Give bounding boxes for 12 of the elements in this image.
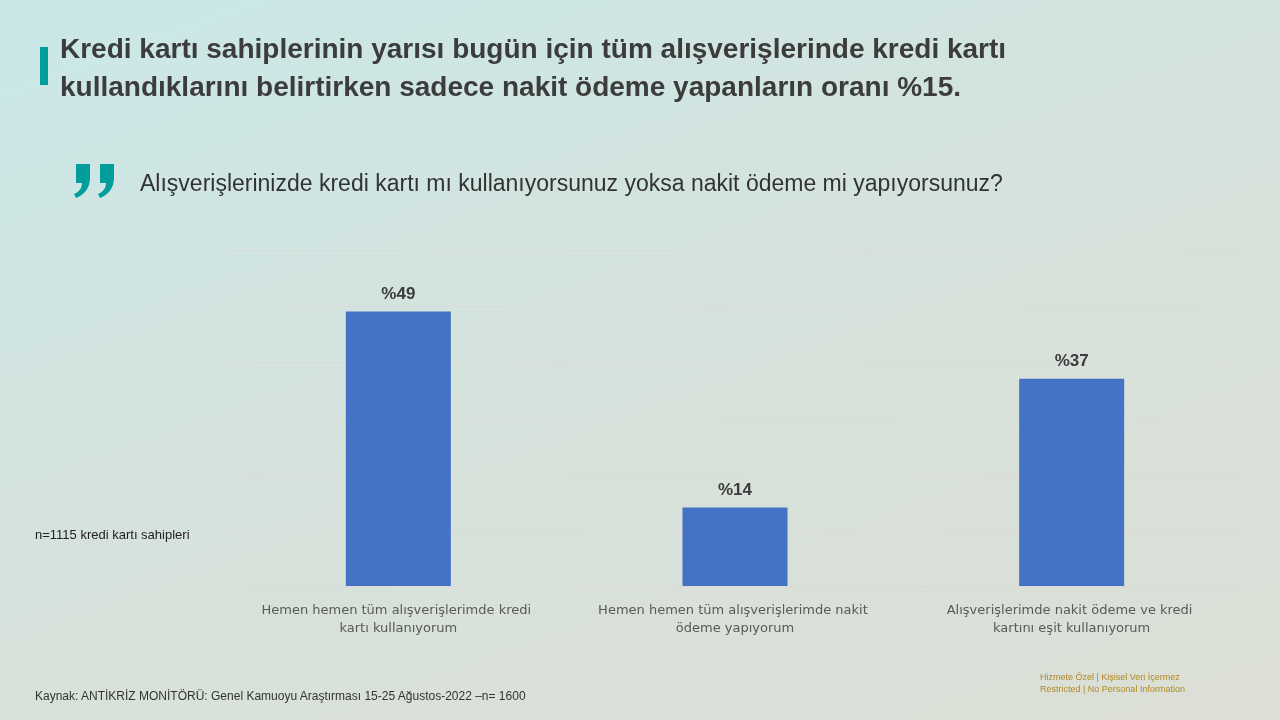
data-label: %37 [1054,350,1089,370]
data-label: %14 [717,479,753,499]
x-tick-label: Hemen hemen tüm alışverişlerimde nakit ödeme yapıyorum [598,601,872,635]
text: Kaynak: ANTİKRİZ MONİTÖRÜ: Genel Kamuoyu Araştırması 15-25 Ağustos-2022 –n= 1600 [35,689,526,703]
text: Hizmete Özel | Kişisel Veri İçermez [1040,672,1180,682]
x-tick-label: Hemen hemen tüm alışverişlerimde kredi kartı kullanıyorum [261,601,536,635]
x-tick-label: Alışverişlerimde nakit ödeme ve kredi kartını eşit kullanıyorum [946,601,1197,635]
data-label: %49 [381,283,416,303]
text: n=1115 kredi kartı sahipleri [35,527,190,542]
chart-title: Kredi kartı sahiplerinin yarısı bugün için tüm alışverişlerinde kredi kartı kullandıklarını belirtirken sadece nakit ödeme yapanların oranı %15. [60,32,1008,104]
text: Restricted | No Personal Information [1040,684,1185,694]
chart-subtitle: Alışverişlerinizde kredi kartı mı kullanıyorsunuz yoksa nakit ödeme mi yapıyorsunuz? [140,170,1003,197]
